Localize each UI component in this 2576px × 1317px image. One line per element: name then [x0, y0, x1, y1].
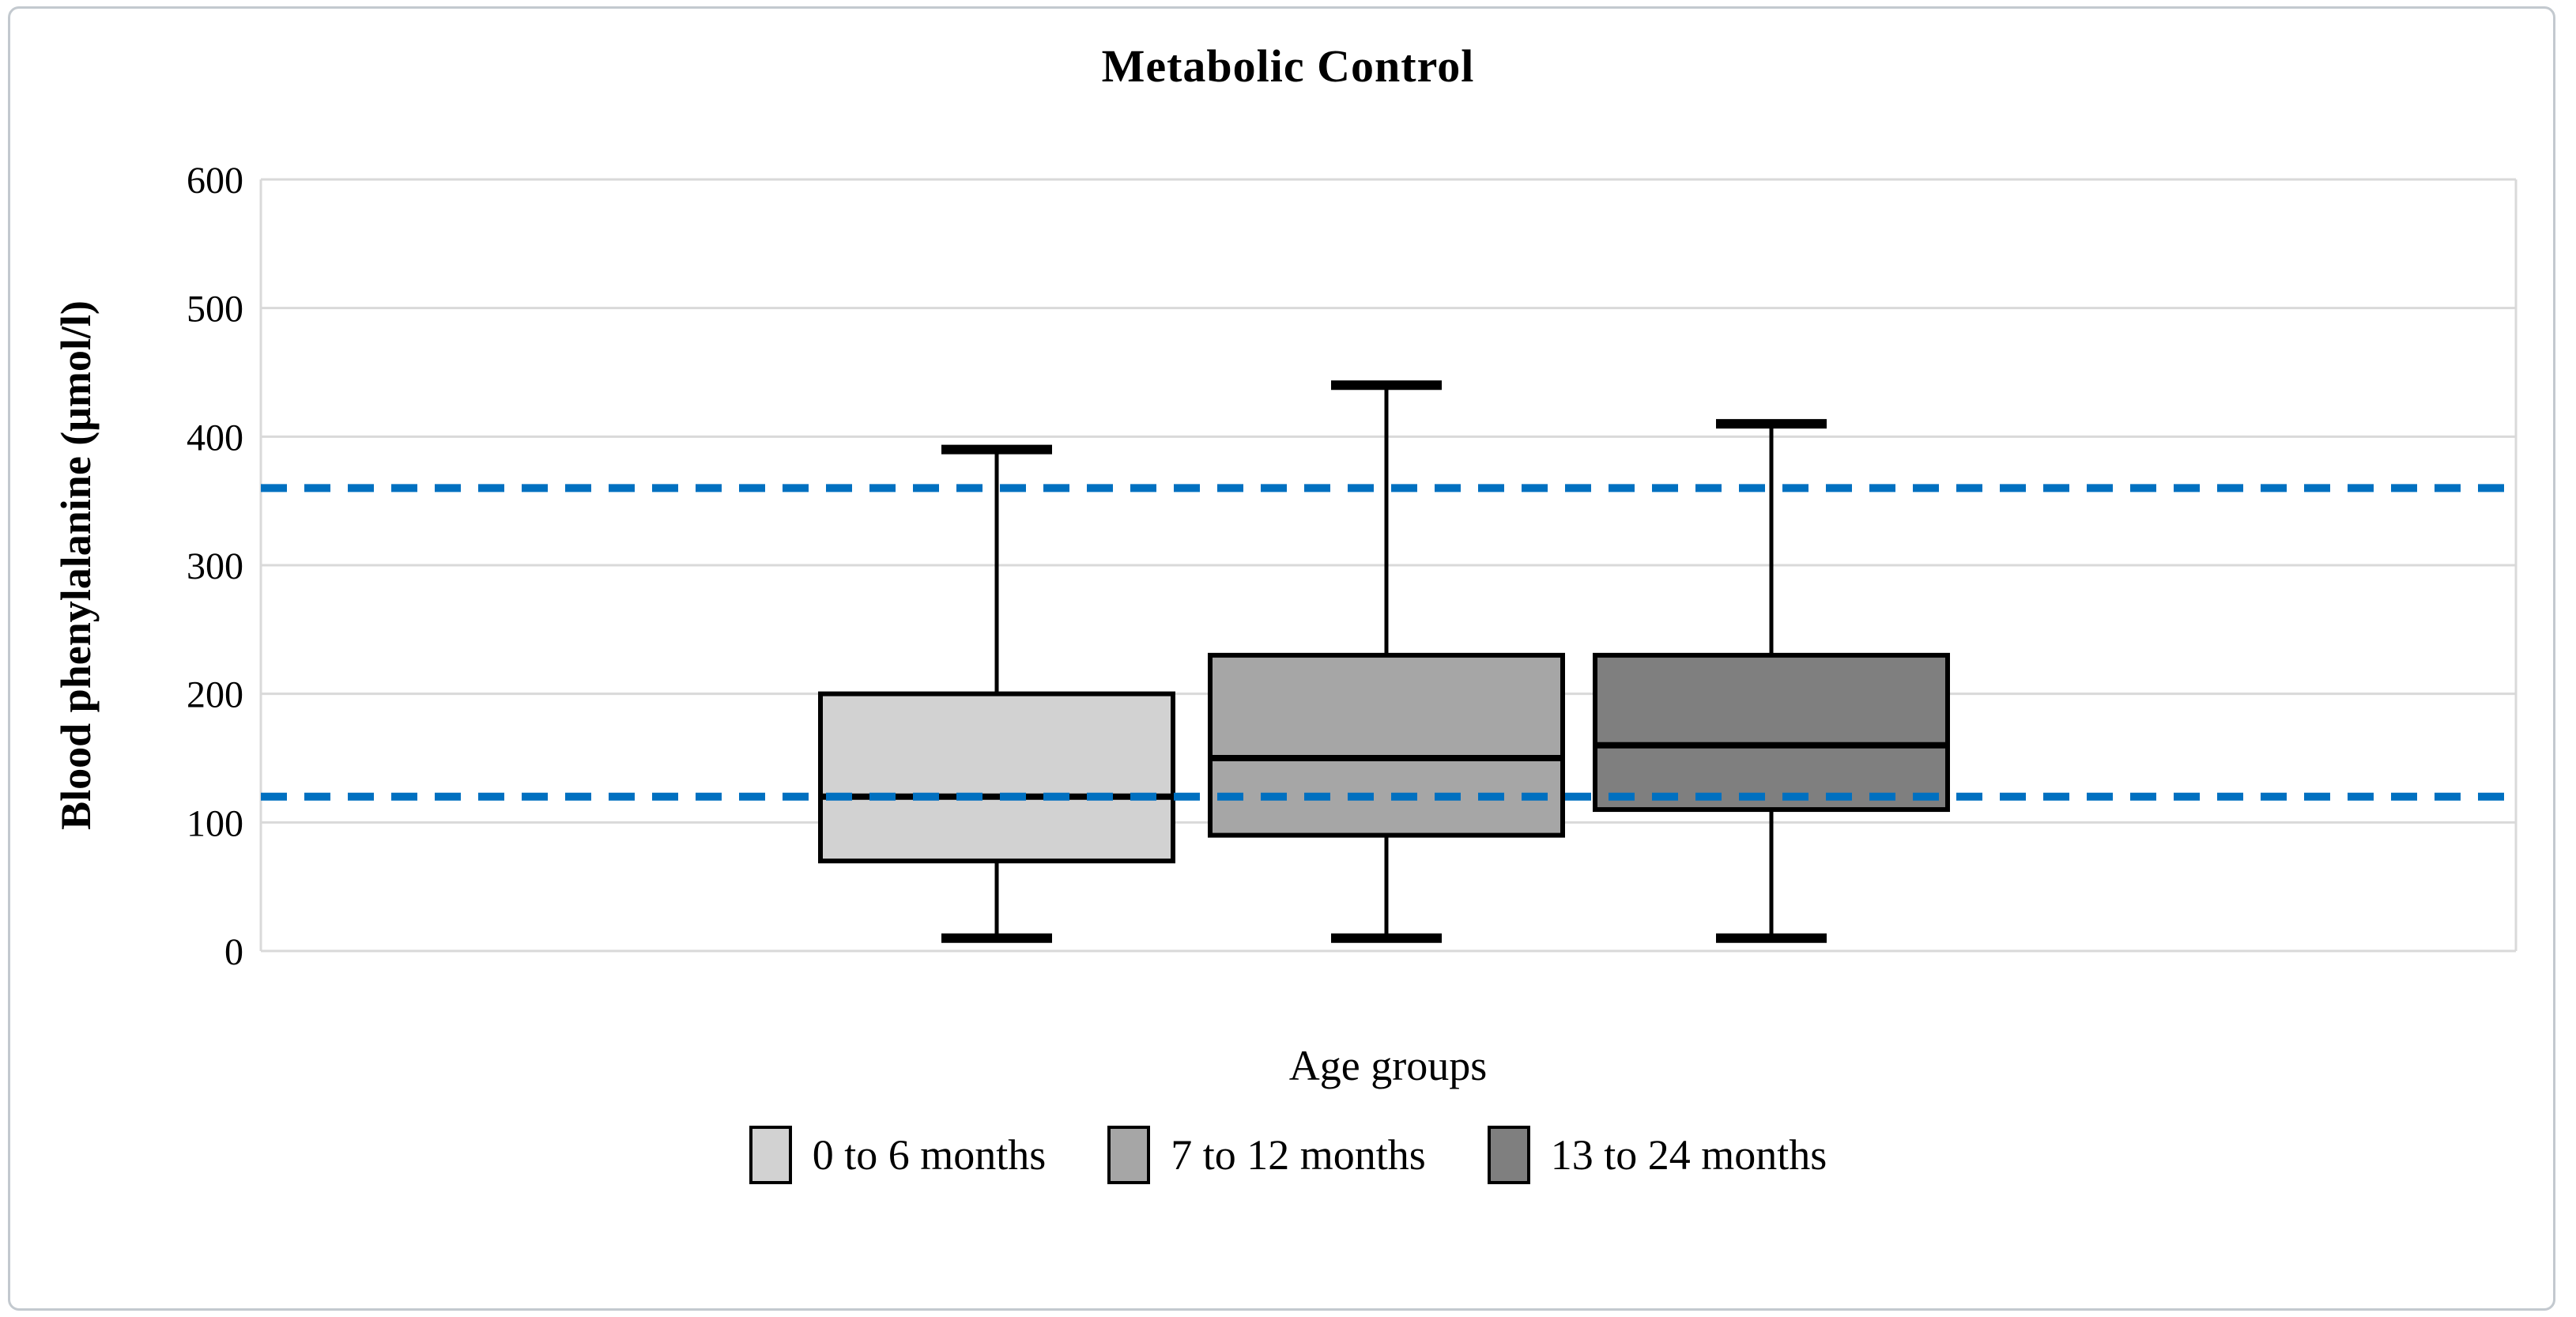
- boxplot-box: [1593, 652, 1950, 813]
- chart-title: Metabolic Control: [1101, 40, 1475, 92]
- legend-item: 13 to 24 months: [1487, 1126, 1827, 1184]
- y-tick-label: 400: [187, 417, 243, 458]
- legend: 0 to 6 months 7 to 12 months 13 to 24 mo…: [0, 1126, 2576, 1184]
- x-axis-title: Age groups: [1288, 1042, 1488, 1089]
- legend-item: 0 to 6 months: [749, 1126, 1047, 1184]
- y-tick-label: 500: [187, 289, 243, 330]
- y-tick-label: 300: [187, 545, 243, 587]
- boxplot-box: [818, 691, 1175, 864]
- boxplot-box: [1208, 652, 1565, 838]
- y-tick-label: 600: [187, 160, 243, 202]
- y-tick-label: 0: [224, 931, 243, 973]
- legend-swatch-0-6-months: [749, 1126, 792, 1184]
- y-tick-label: 100: [187, 802, 243, 844]
- legend-label: 7 to 12 months: [1171, 1131, 1426, 1179]
- legend-swatch-7-12-months: [1107, 1126, 1151, 1184]
- legend-item: 7 to 12 months: [1107, 1126, 1426, 1184]
- y-tick-label: 200: [187, 674, 243, 716]
- legend-label: 0 to 6 months: [812, 1131, 1047, 1179]
- legend-swatch-13-24-months: [1487, 1126, 1530, 1184]
- legend-label: 13 to 24 months: [1550, 1131, 1827, 1179]
